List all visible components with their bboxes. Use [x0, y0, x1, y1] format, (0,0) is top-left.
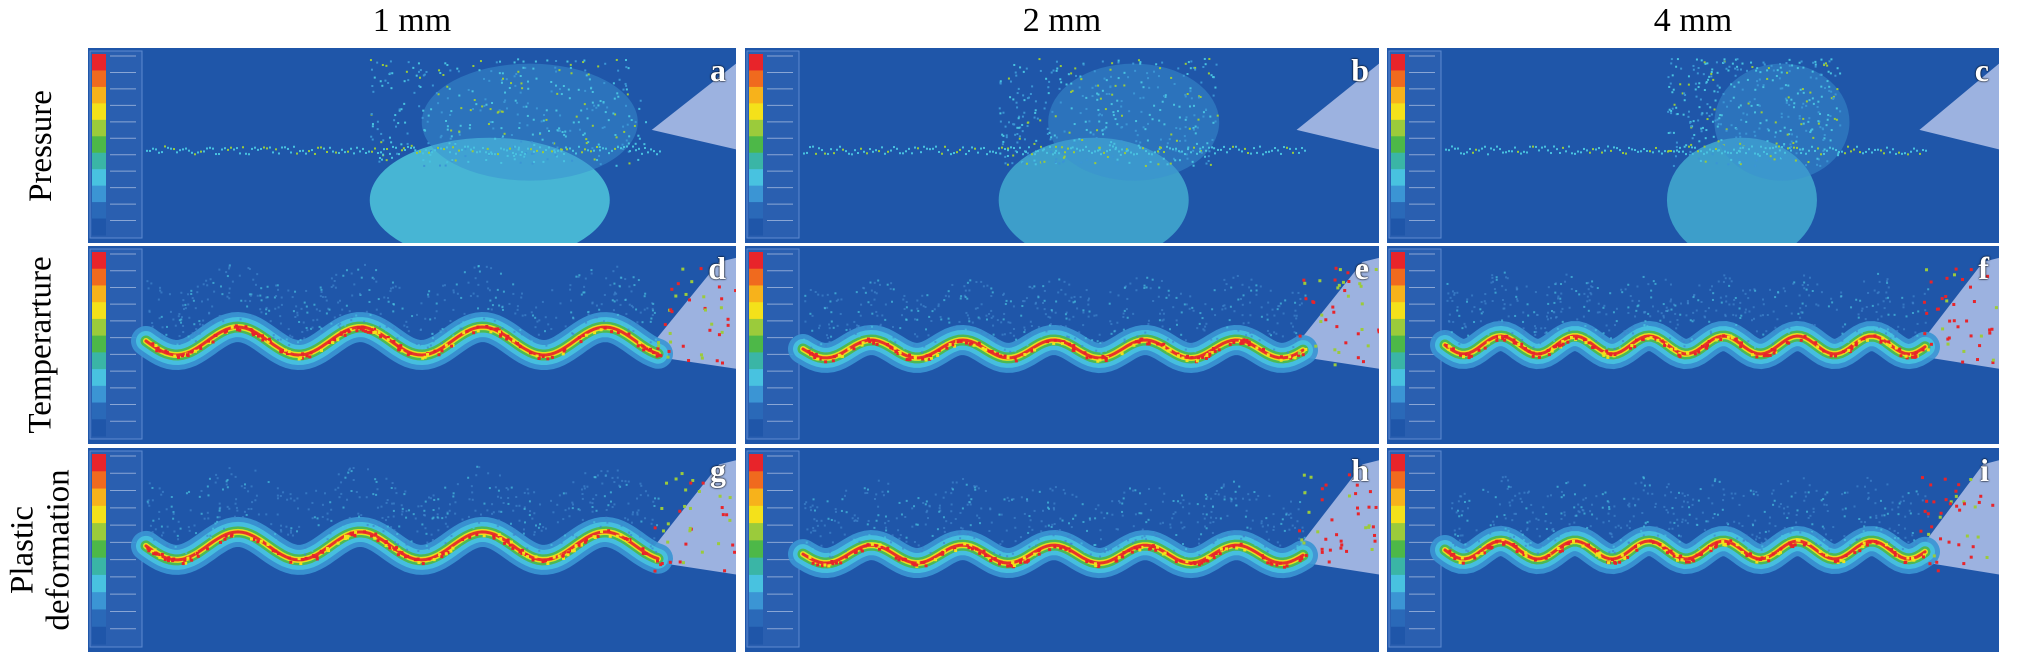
- panel-i: i: [1387, 448, 1999, 652]
- panel-c: c: [1387, 48, 1999, 243]
- panel-h: h: [745, 448, 1379, 652]
- color-legend: [1388, 50, 1442, 239]
- panel-a: a: [88, 48, 736, 243]
- column-header-4mm: 4 mm: [1653, 2, 1733, 39]
- column-header-2mm: 2 mm: [1022, 2, 1102, 39]
- panel-letter-b: b: [1351, 52, 1369, 88]
- color-legend: [746, 50, 800, 239]
- row-label-plastic-deformation: Plastic deformation: [5, 469, 77, 631]
- panel-letter-f: f: [1978, 250, 1989, 286]
- panel-letter-i: i: [1980, 452, 1989, 488]
- panel-letter-h: h: [1351, 452, 1369, 488]
- panel-b: b: [745, 48, 1379, 243]
- column-divider-2: [1381, 48, 1385, 652]
- panel-letter-d: d: [708, 250, 726, 286]
- column-header-1mm: 1 mm: [372, 2, 452, 39]
- panel-letter-a: a: [710, 52, 726, 88]
- color-legend: [89, 248, 143, 440]
- panel-letter-g: g: [710, 452, 726, 488]
- panel-e: e: [745, 246, 1379, 444]
- color-legend: [89, 50, 143, 239]
- panel-d: d: [88, 246, 736, 444]
- row-label-pressure: Pressure: [23, 89, 59, 202]
- panel-letter-c: c: [1974, 52, 1989, 88]
- color-legend: [89, 450, 143, 648]
- panel-f: f: [1387, 246, 1999, 444]
- column-divider-1: [738, 48, 742, 652]
- row-label-temperature: Temperarture: [23, 256, 59, 434]
- panel-letter-e: e: [1354, 250, 1369, 286]
- panel-g: g: [88, 448, 736, 652]
- color-legend: [1388, 248, 1442, 440]
